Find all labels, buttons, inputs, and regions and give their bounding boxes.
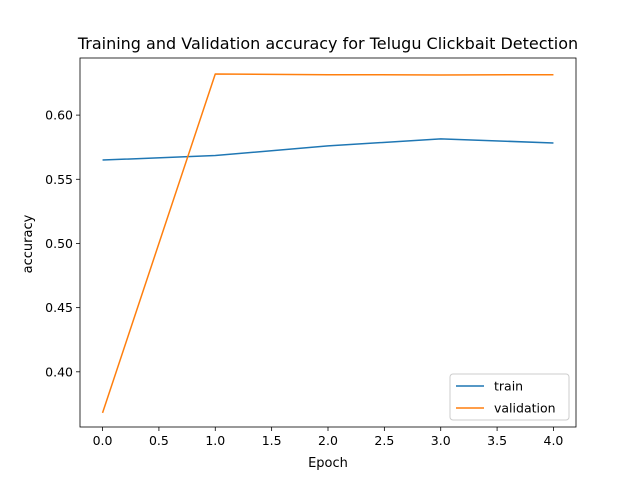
legend-label-validation: validation (494, 401, 556, 416)
x-tick-label: 1.0 (205, 433, 225, 448)
y-tick-label: 0.40 (45, 364, 73, 379)
x-tick-label: 1.5 (262, 433, 282, 448)
series-line-train (102, 138, 554, 161)
y-axis-label: accuracy (21, 214, 36, 273)
x-tick-label: 4.0 (544, 433, 564, 448)
x-tick-label: 0.5 (149, 433, 169, 448)
x-tick-label: 2.0 (318, 433, 338, 448)
y-tick-label: 0.60 (45, 108, 73, 123)
chart-title: Training and Validation accuracy for Tel… (77, 34, 578, 53)
x-tick-label: 2.5 (374, 433, 394, 448)
plot-area: 0.0 0.5 1.0 1.5 2.0 2.5 3.0 3.5 4.0 0.40 0.45 0.50 0… (45, 57, 577, 448)
x-tick-label: 0.0 (93, 433, 113, 448)
y-tick-label: 0.50 (45, 236, 73, 251)
y-tick-label: 0.45 (45, 300, 73, 315)
x-tick-label: 3.0 (431, 433, 451, 448)
legend-label-train: train (494, 379, 523, 394)
x-tick-label: 3.5 (487, 433, 507, 448)
series-line-validation (101, 73, 554, 414)
x-axis-label: Epoch (308, 456, 348, 471)
y-tick-label: 0.55 (45, 172, 73, 187)
